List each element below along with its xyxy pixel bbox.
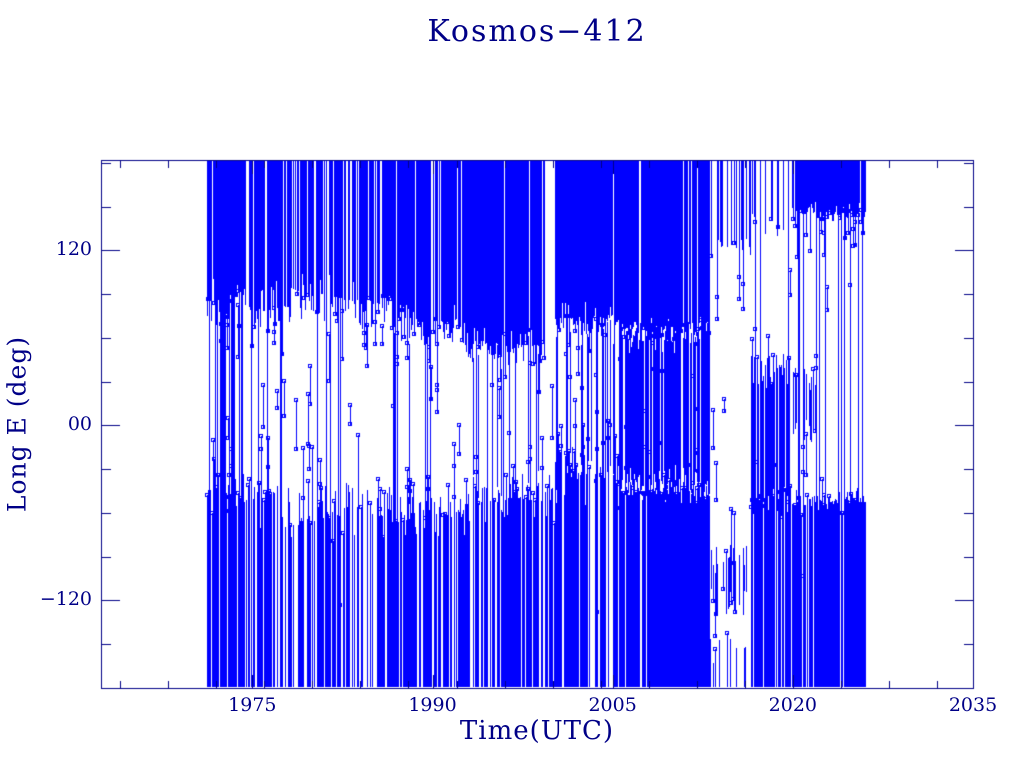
y-tick-label-120: 120	[55, 238, 92, 261]
y-tick-label-−120: −120	[39, 588, 92, 611]
x-axis-label: Time(UTC)	[459, 716, 615, 746]
x-tick-label-2020: 2020	[768, 694, 817, 716]
chart-title: Kosmos−412	[427, 14, 647, 49]
x-tick-label-1990: 1990	[408, 694, 457, 716]
x-tick-label-2005: 2005	[588, 694, 637, 716]
y-tick-label-00: 00	[67, 413, 92, 436]
x-tick-label-1975: 1975	[228, 694, 277, 716]
x-tick-label-2035: 2035	[948, 694, 998, 716]
